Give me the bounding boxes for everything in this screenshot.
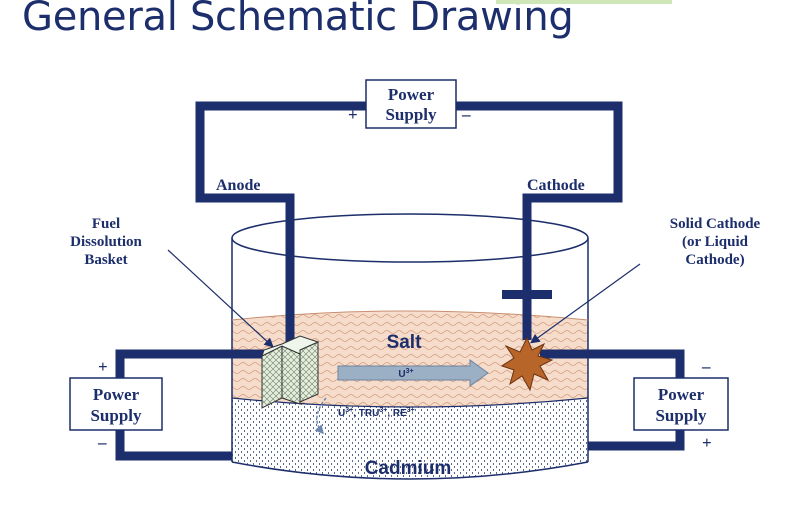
cadmium-label: Cadmium <box>365 458 452 479</box>
header-accent-strip <box>496 0 672 4</box>
salt-cadmium-boundary <box>231 397 589 408</box>
fuel-dissolution-basket <box>261 335 320 409</box>
right-minus-sign: – <box>701 357 711 376</box>
right-power-supply-line1: Power <box>658 385 705 404</box>
solid-cathode-label-line2: (or Liquid <box>682 234 749 250</box>
solid-cathode-label-line1: Solid Cathode <box>670 216 761 232</box>
fuel-basket-label-line3: Basket <box>84 252 127 268</box>
top-wire-cathode <box>456 101 623 340</box>
right-power-supply-line2: Supply <box>655 406 707 425</box>
dissolution-curve-arrow <box>314 397 327 435</box>
vessel-bottom <box>231 461 589 480</box>
salt-label: Salt <box>387 332 423 353</box>
top-power-supply-line2: Supply <box>385 105 437 124</box>
right-wire-upper <box>540 349 685 378</box>
anode-label: Anode <box>216 177 260 194</box>
left-minus-sign: – <box>97 433 107 452</box>
u3-transport-arrow <box>337 359 489 387</box>
cathode-label: Cathode <box>527 177 585 194</box>
solid-cathode-label-line3: Cathode) <box>685 252 744 268</box>
cathode-deposit <box>500 336 554 392</box>
ions-label: U3+, TRU3+, RE3+ <box>338 407 415 419</box>
left-plus-sign: + <box>98 357 108 376</box>
left-power-supply-box <box>69 377 163 431</box>
right-plus-sign: + <box>702 433 712 452</box>
cathode-crossbar <box>502 290 552 299</box>
top-wire-anode <box>195 101 366 342</box>
salt-surface-line <box>231 310 589 321</box>
vessel-rim <box>231 213 589 263</box>
transport-ion-label: U3+ <box>398 368 413 380</box>
right-power-supply-box <box>633 377 729 431</box>
cadmium-layer <box>232 398 588 479</box>
fuel-basket-label-line2: Dissolution <box>70 234 142 250</box>
top-minus-sign: – <box>461 105 471 124</box>
page-title: General Schematic Drawing <box>22 0 574 40</box>
cathode-leader-line <box>530 263 641 344</box>
right-wire-lower <box>588 430 685 451</box>
top-power-supply-box <box>365 79 457 129</box>
fuel-basket-label-line1: Fuel <box>92 216 120 232</box>
salt-layer <box>232 311 588 407</box>
top-plus-sign: + <box>348 105 358 124</box>
left-wire-upper <box>115 349 267 378</box>
top-power-supply-line1: Power <box>388 85 435 104</box>
basket-leader-line <box>167 249 274 348</box>
left-power-supply-line2: Supply <box>90 406 142 425</box>
left-power-supply-line1: Power <box>93 385 140 404</box>
left-wire-lower <box>115 430 232 461</box>
